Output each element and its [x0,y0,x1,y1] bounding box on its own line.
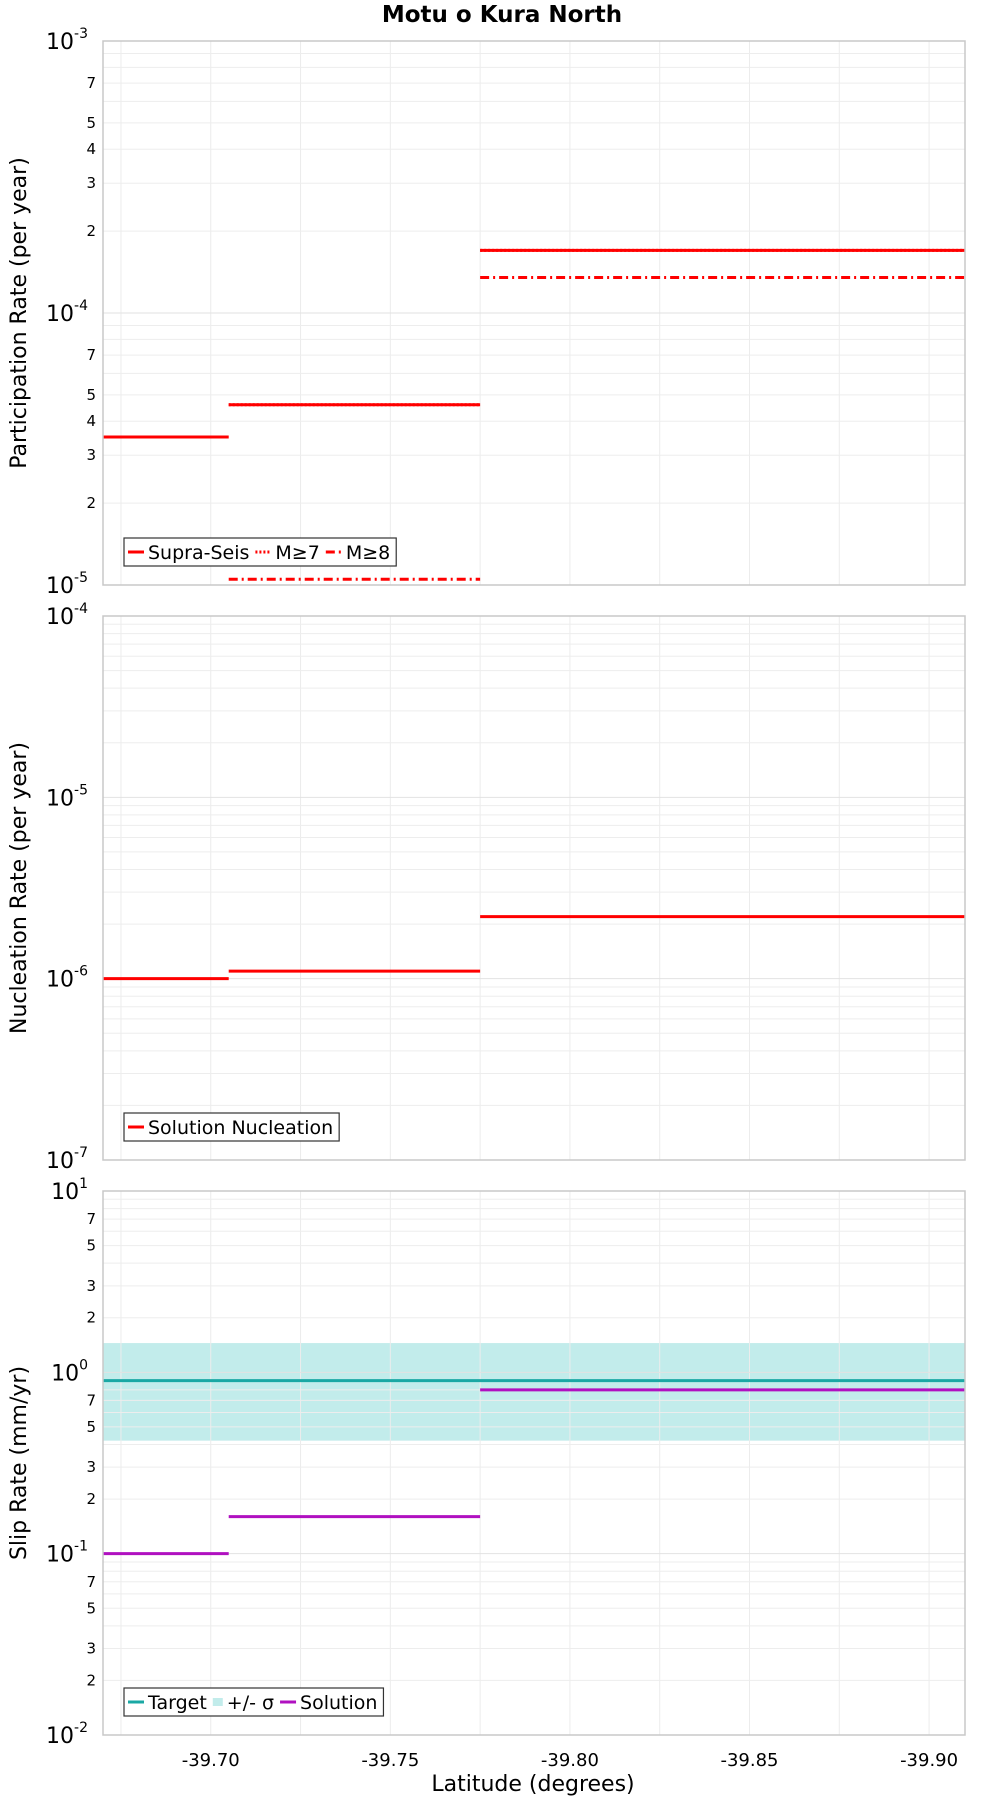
x-axis-title: Latitude (degrees) [431,1772,634,1797]
legend: Supra-Seis M≥7 M≥8 [123,537,397,567]
legend-label: M≥7 [275,542,319,564]
y-minor-tick-label: 7 [86,1391,96,1409]
legend-label: Target [147,1692,207,1714]
legend-label: Solution Nucleation [148,1117,333,1139]
y-minor-tick-label: 2 [86,1490,96,1508]
y-minor-tick-label: 2 [86,1309,96,1327]
plot-area [103,1191,965,1735]
legend-label: +/- σ [227,1692,274,1714]
x-tick-label: -39.80 [541,1750,599,1771]
legend-frame [123,1112,340,1142]
y-tick-label: 10-3 [46,26,88,55]
x-tick-label: -39.70 [182,1750,240,1771]
y-minor-tick-label: 4 [86,140,96,158]
y-minor-tick-label: 2 [86,222,96,240]
legend: Target +/- σ Solution [123,1687,385,1717]
y-axis-title: Nucleation Rate (per year) [7,742,32,1034]
y-minor-tick-label: 3 [86,174,96,192]
y-minor-tick-label: 5 [86,1599,96,1617]
y-minor-tick-label: 4 [86,412,96,430]
y-tick-label: 100 [51,1357,88,1386]
y-tick-label: 101 [51,1176,88,1205]
y-minor-tick-label: 7 [86,1210,96,1228]
y-minor-tick-label: 2 [86,494,96,512]
plot-area [103,616,965,1160]
y-tick-label: 10-6 [46,964,88,993]
legend-swatch [212,1698,223,1706]
y-axis-title: Participation Rate (per year) [7,157,32,469]
y-minor-tick-label: 7 [86,74,96,92]
legend: Solution Nucleation [123,1112,340,1142]
chart-title: Motu o Kura North [382,2,622,28]
y-tick-label: 10-1 [46,1539,88,1568]
plot-frame [102,40,966,586]
y-minor-tick-label: 5 [86,1418,96,1436]
y-tick-label: 10-4 [46,601,88,630]
y-minor-tick-label: 7 [86,1573,96,1591]
y-minor-tick-label: 3 [86,1639,96,1657]
panel-3: 10-2 10-1 100 101 2 3 5 7 2 3 5 7 2 3 5 7 Slip Rate (mm/… [7,1176,966,1749]
panel-1: 10-5 10-4 10-3 2 3 4 5 7 2 3 4 5 7 Participation Rate… [7,26,966,599]
legend-label: Supra-Seis [148,542,249,564]
y-tick-label: 10-5 [46,782,88,811]
y-minor-tick-label: 2 [86,1671,96,1689]
legend-frame [123,1687,385,1717]
plot-frame [102,1190,966,1736]
y-tick-label: 10-4 [46,298,88,327]
x-tick-label: -39.90 [900,1750,958,1771]
legend-label: Solution [300,1692,377,1714]
y-tick-label: 10-2 [46,1720,88,1749]
y-minor-tick-label: 5 [86,1237,96,1255]
y-tick-label: 10-7 [46,1145,88,1174]
y-minor-tick-label: 7 [86,346,96,364]
panel-2: 10-7 10-6 10-5 10-4 Nucleation Rate (per yea… [7,601,966,1174]
sigma-band [103,1343,965,1441]
legend-label: M≥8 [346,542,390,564]
y-tick-label: 10-5 [46,570,88,599]
y-minor-tick-label: 5 [86,114,96,132]
y-axis-title: Slip Rate (mm/yr) [7,1366,32,1560]
x-tick-label: -39.75 [361,1750,419,1771]
y-minor-tick-label: 3 [86,1277,96,1295]
y-minor-tick-label: 5 [86,386,96,404]
x-tick-label: -39.85 [720,1750,778,1771]
plot-frame [102,615,966,1161]
y-minor-tick-label: 3 [86,1458,96,1476]
y-minor-tick-label: 3 [86,446,96,464]
